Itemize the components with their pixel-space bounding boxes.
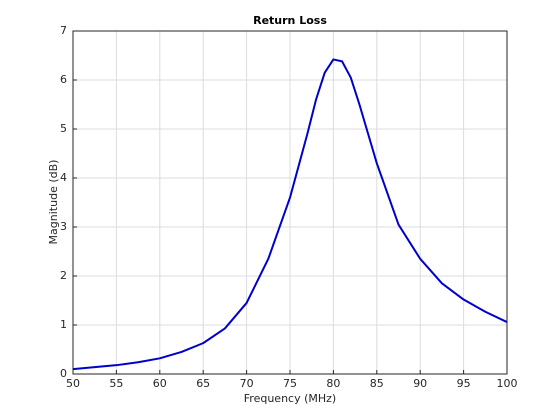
x-tick-label: 55 [109, 377, 123, 390]
y-tick-label: 4 [60, 171, 67, 184]
y-tick-label: 2 [60, 269, 67, 282]
y-tick-label: 1 [60, 318, 67, 331]
x-tick-label: 80 [326, 377, 340, 390]
x-tick-label: 85 [370, 377, 384, 390]
y-tick-label: 0 [60, 367, 67, 380]
x-tick-label: 75 [283, 377, 297, 390]
x-axis-label: Frequency (MHz) [244, 392, 336, 405]
y-tick-label: 5 [60, 122, 67, 135]
x-tick-label: 90 [413, 377, 427, 390]
x-tick-label: 95 [457, 377, 471, 390]
x-tick-label: 70 [240, 377, 254, 390]
x-tick-label: 65 [196, 377, 210, 390]
y-axis-label: Magnitude (dB) [47, 160, 60, 245]
plot-frame [72, 30, 508, 375]
chart-title: Return Loss [253, 14, 327, 27]
x-tick-label: 50 [66, 377, 80, 390]
x-tick-label: 100 [497, 377, 518, 390]
y-tick-label: 6 [60, 73, 67, 86]
y-tick-label: 7 [60, 24, 67, 37]
x-tick-label: 60 [153, 377, 167, 390]
data-line [72, 58, 508, 371]
y-tick-label: 3 [60, 220, 67, 233]
